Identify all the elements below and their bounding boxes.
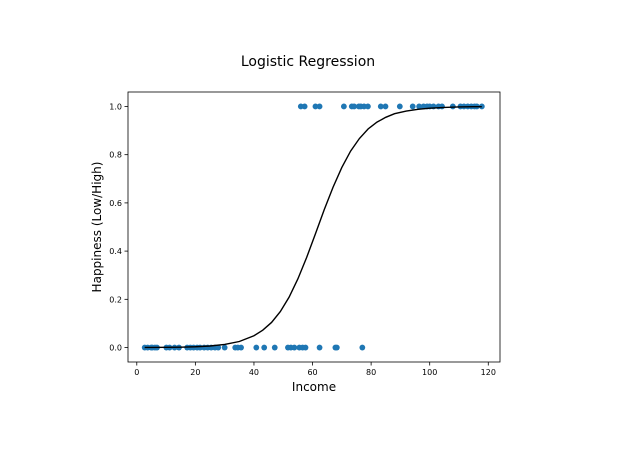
x-tick-label: 0 (134, 368, 139, 377)
data-point (316, 344, 323, 351)
data-point (340, 103, 347, 110)
data-point (221, 344, 228, 351)
y-tick-label: 0.4 (109, 247, 122, 256)
x-tick-label: 40 (249, 368, 259, 377)
x-tick-label: 60 (307, 368, 317, 377)
data-point (439, 103, 445, 110)
data-point (359, 344, 366, 351)
data-point (316, 103, 323, 110)
y-tick-label: 0.0 (109, 344, 122, 353)
x-tick-label: 120 (481, 368, 496, 377)
axes: 0 20 40 60 80 100 120 0.0 0.2 0.4 0.6 0.8 1.0 (109, 91, 501, 377)
y-tick-label: 1.0 (109, 102, 122, 111)
data-point (302, 344, 309, 351)
data-point (271, 344, 278, 351)
data-point (333, 344, 340, 351)
y-axis-label: Happiness (Low/High) (90, 162, 104, 293)
data-point (301, 103, 308, 110)
data-point (215, 344, 222, 351)
x-tick-label: 80 (366, 368, 376, 377)
chart-title: Logistic Regression (241, 54, 375, 70)
data-point (382, 103, 389, 110)
data-point (238, 344, 244, 351)
data-point (351, 103, 358, 110)
x-axis-label: Income (292, 380, 336, 394)
plot-area (141, 103, 485, 351)
y-tick-label: 0.6 (109, 199, 122, 208)
data-point (416, 103, 423, 110)
data-point (377, 103, 384, 110)
logistic-curve (144, 105, 482, 349)
data-point (312, 103, 319, 110)
x-tick-label: 20 (190, 368, 200, 377)
data-point (253, 344, 260, 351)
data-point (478, 103, 485, 110)
data-point (396, 103, 403, 110)
y-tick-label: 0.2 (109, 295, 122, 304)
data-point (261, 344, 268, 351)
y-tick-label: 0.8 (109, 151, 122, 160)
data-point (409, 103, 416, 110)
data-point (365, 103, 371, 110)
plot-frame (127, 91, 501, 363)
data-point (291, 344, 298, 351)
x-tick-label: 100 (422, 368, 437, 377)
